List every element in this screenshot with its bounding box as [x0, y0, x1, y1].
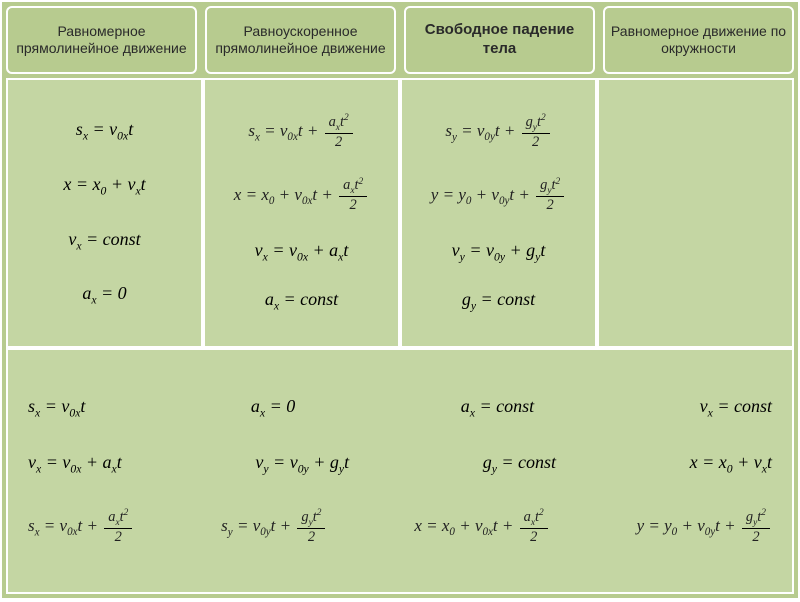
formula: x = x0 + vxt: [63, 174, 145, 198]
formula: x = x0 + v0xt + axt22: [234, 177, 369, 215]
header-circular: Равномерное движение по окружности: [603, 6, 794, 74]
col-uniform-linear: sx = v0xt x = x0 + vxt vx = const ax = 0: [6, 78, 203, 348]
formula: y = y0 + v0yt + gyt22: [431, 177, 566, 215]
formula: vx = v0x + axt: [255, 240, 349, 264]
formula: sx = v0xt: [28, 396, 85, 420]
formula: vx = const: [68, 229, 140, 253]
formula: x = x0 + vxt: [690, 452, 772, 476]
formula: y = y0 + v0yt + gyt22: [637, 508, 772, 546]
bottom-row: vx = v0x + axt vy = v0y + gyt gy = const…: [28, 452, 772, 476]
formula: x = x0 + v0xt + axt22: [414, 508, 549, 546]
col-accelerated-linear: sx = v0xt + axt22 x = x0 + v0xt + axt22 …: [203, 78, 400, 348]
formula: vx = v0x + axt: [28, 452, 122, 476]
formula: ax = const: [265, 289, 338, 313]
formula: vx = const: [700, 396, 772, 420]
col-circular: [597, 78, 794, 348]
physics-table: Равномерное прямолинейное движение Равно…: [2, 2, 798, 598]
formula-columns: sx = v0xt x = x0 + vxt vx = const ax = 0…: [2, 78, 798, 348]
bottom-row: sx = v0xt ax = 0 ax = const vx = const: [28, 396, 772, 420]
header-uniform-linear: Равномерное прямолинейное движение: [6, 6, 197, 74]
formula: gy = const: [483, 452, 556, 476]
formula: sx = v0xt: [76, 119, 133, 143]
col-free-fall: sy = v0yt + gyt22 y = y0 + v0yt + gyt22 …: [400, 78, 597, 348]
formula: ax = 0: [82, 283, 126, 307]
bottom-formula-pool: sx = v0xt ax = 0 ax = const vx = const v…: [6, 348, 794, 594]
formula: sy = v0yt + gyt22: [221, 508, 327, 546]
header-row: Равномерное прямолинейное движение Равно…: [2, 2, 798, 78]
formula: vy = v0y + gyt: [255, 452, 349, 476]
formula: sx = v0xt + axt22: [28, 508, 134, 546]
formula: ax = const: [461, 396, 534, 420]
formula: sx = v0xt + axt22: [248, 113, 354, 151]
header-free-fall: Свободное падение тела: [404, 6, 595, 74]
header-accelerated-linear: Равноускоренное прямолинейное движение: [205, 6, 396, 74]
formula: sy = v0yt + gyt22: [445, 113, 551, 151]
formula: gy = const: [462, 289, 535, 313]
bottom-row: sx = v0xt + axt22 sy = v0yt + gyt22 x = …: [28, 508, 772, 546]
formula: vy = v0y + gyt: [452, 240, 546, 264]
formula: ax = 0: [251, 396, 295, 420]
